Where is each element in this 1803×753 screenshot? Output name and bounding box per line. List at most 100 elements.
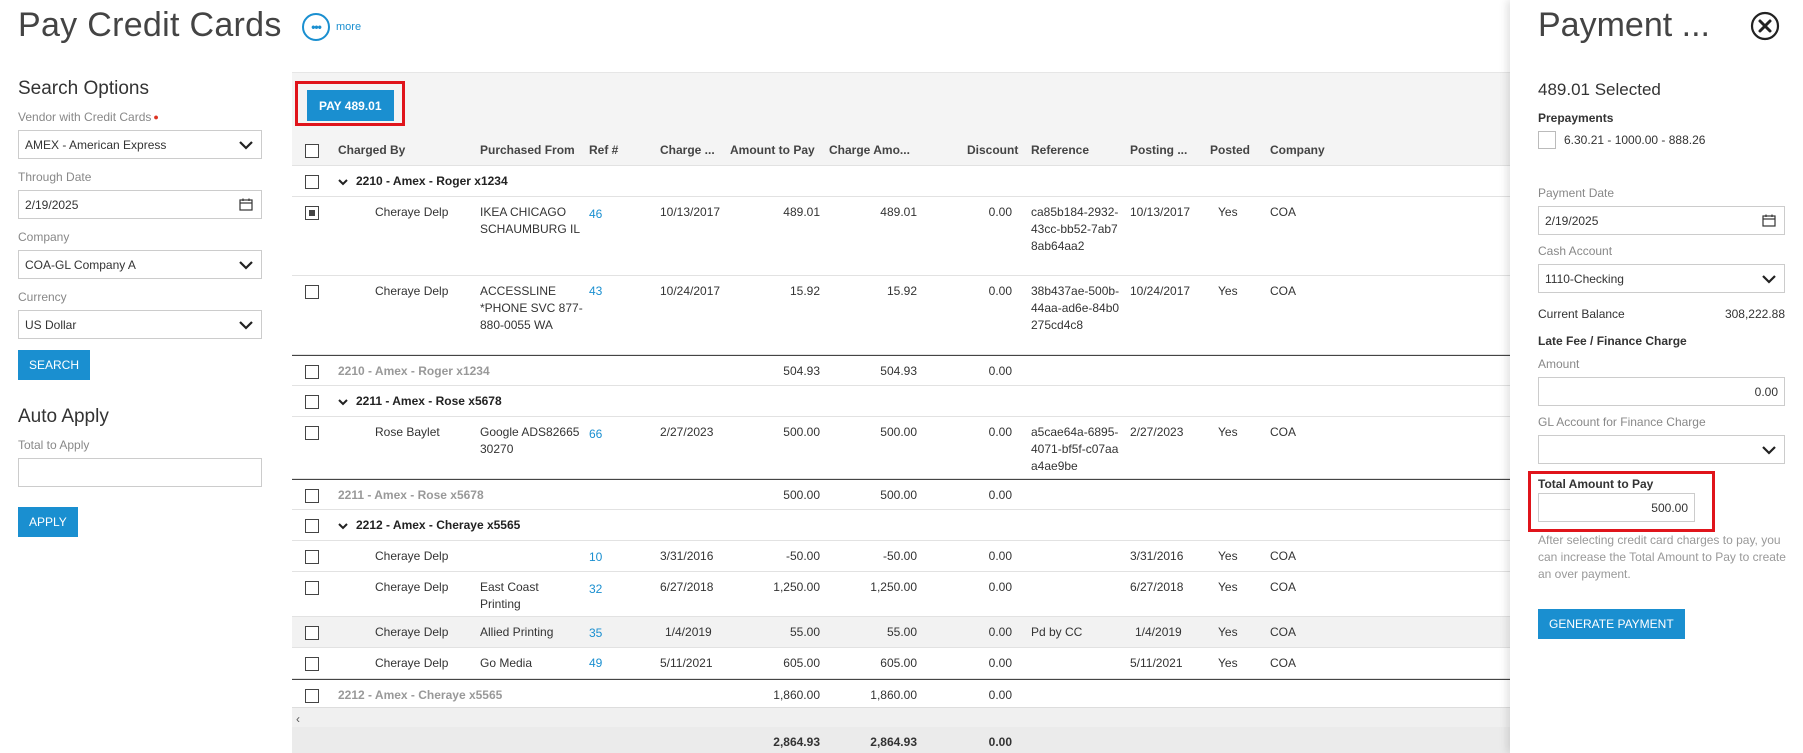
auto-apply-heading: Auto Apply (18, 406, 109, 427)
col-charge-date[interactable]: Charge ... (660, 143, 715, 157)
posted: Yes (1218, 580, 1238, 594)
total-amount-value: 500.00 (1651, 501, 1688, 515)
ref-link[interactable]: 49 (589, 656, 603, 670)
group-row[interactable]: 2212 - Amex - Cheraye x5565 (292, 510, 1510, 541)
ref-link[interactable]: 43 (589, 284, 603, 298)
close-icon[interactable] (1750, 11, 1780, 41)
subtotal-row[interactable]: 2210 - Amex - Roger x1234 504.93 504.93 … (292, 355, 1510, 386)
col-company[interactable]: Company (1270, 143, 1325, 157)
cash-account-select[interactable]: 1110-Checking (1538, 264, 1785, 293)
ref-link[interactable]: 66 (589, 427, 603, 441)
grid-header-row: Charged By Purchased From Ref # Charge .… (292, 135, 1510, 166)
group-row[interactable]: 2210 - Amex - Roger x1234 (292, 166, 1510, 197)
generate-payment-button[interactable]: GENERATE PAYMENT (1538, 609, 1685, 639)
subtotal-checkbox[interactable] (305, 365, 319, 379)
ref-link[interactable]: 10 (589, 550, 603, 564)
group-header[interactable]: 2210 - Amex - Roger x1234 (338, 173, 508, 190)
table-row[interactable]: Cheraye Delp ACCESSLINE *PHONE SVC 877-8… (292, 276, 1510, 355)
group-checkbox[interactable] (305, 175, 319, 189)
posted: Yes (1218, 284, 1238, 298)
company-select[interactable]: COA-GL Company A (18, 250, 262, 279)
table-row[interactable]: Cheraye Delp IKEA CHICAGO SCHAUMBURG IL … (292, 197, 1510, 276)
charge-date: 10/13/2017 (660, 205, 721, 219)
ref-link[interactable]: 35 (589, 626, 603, 640)
subtotal-label: 2211 - Amex - Rose x5678 (338, 488, 484, 502)
table-row[interactable]: Rose Baylet Google ADS8266530270 66 2/27… (292, 417, 1510, 479)
col-posted[interactable]: Posted (1210, 143, 1251, 157)
subtotal-discount: 0.00 (988, 488, 1012, 502)
table-row[interactable]: Cheraye Delp Go Media 49 5/11/2021 605.0… (292, 648, 1510, 679)
row-checkbox[interactable] (305, 426, 319, 440)
chevron-down-icon (338, 522, 348, 529)
calendar-icon[interactable] (239, 198, 253, 211)
select-all-checkbox[interactable] (305, 144, 319, 158)
charge-date: 2/27/2023 (660, 425, 714, 439)
horizontal-scrollbar[interactable]: ‹ (292, 707, 1510, 727)
pay-button[interactable]: PAY 489.01 (307, 90, 394, 121)
col-discount[interactable]: Discount (967, 143, 1019, 157)
discount: 0.00 (988, 425, 1012, 439)
search-options-panel: Search Options Vendor with Credit Cards ●… (18, 78, 262, 537)
amount-to-pay[interactable]: 605.00 (783, 656, 820, 670)
col-reference[interactable]: Reference (1031, 143, 1090, 157)
amount-to-pay[interactable]: 15.92 (789, 284, 820, 298)
row-checkbox[interactable] (305, 285, 319, 299)
prepayment-checkbox[interactable] (1538, 131, 1556, 149)
group-checkbox[interactable] (305, 395, 319, 409)
amount-to-pay[interactable]: 500.00 (783, 425, 820, 439)
row-checkbox[interactable] (305, 626, 319, 640)
table-row[interactable]: Cheraye Delp East Coast Printing 32 6/27… (292, 572, 1510, 617)
charge-amount: 55.00 (886, 625, 917, 639)
col-purchased-from[interactable]: Purchased From (480, 143, 575, 157)
col-charged-by[interactable]: Charged By (338, 143, 406, 157)
table-row[interactable]: Cheraye Delp 10 3/31/2016 -50.00 -50.00 … (292, 541, 1510, 572)
row-checkbox[interactable] (305, 657, 319, 671)
col-ref[interactable]: Ref # (589, 143, 619, 157)
subtotal-discount: 0.00 (988, 688, 1012, 702)
group-header[interactable]: 2211 - Amex - Rose x5678 (338, 393, 502, 410)
total-discount: 0.00 (988, 735, 1012, 749)
search-button[interactable]: SEARCH (18, 350, 91, 380)
amount-to-pay[interactable]: 489.01 (783, 205, 820, 219)
charge-amount: 605.00 (880, 656, 917, 670)
vendor-select[interactable]: AMEX - American Express (18, 130, 262, 159)
row-checkbox[interactable] (305, 550, 319, 564)
ref-link[interactable]: 32 (589, 582, 603, 596)
row-checkbox[interactable] (305, 206, 319, 220)
scroll-left-icon[interactable]: ‹ (296, 712, 300, 726)
apply-button[interactable]: APPLY (18, 507, 78, 537)
cash-account-label: Cash Account (1538, 244, 1613, 258)
posted: Yes (1218, 625, 1238, 639)
amount-to-pay[interactable]: 55.00 (789, 625, 820, 639)
subtotal-checkbox[interactable] (305, 489, 319, 503)
amount-to-pay[interactable]: -50.00 (785, 549, 820, 563)
total-amount-input[interactable]: 500.00 (1538, 493, 1695, 522)
finance-charge-amount-input[interactable]: 0.00 (1538, 377, 1785, 406)
payment-date-input[interactable]: 2/19/2025 (1538, 206, 1785, 235)
group-header[interactable]: 2212 - Amex - Cheraye x5565 (338, 517, 520, 534)
row-checkbox[interactable] (305, 581, 319, 595)
gl-account-select[interactable] (1538, 435, 1785, 464)
calendar-icon[interactable] (1762, 214, 1776, 227)
charges-grid: PAY 489.01 Charged By Purchased From Ref… (292, 72, 1510, 753)
col-posting-date[interactable]: Posting ... (1130, 143, 1188, 157)
subtotal-row[interactable]: 2211 - Amex - Rose x5678 500.00 500.00 0… (292, 479, 1510, 510)
group-row[interactable]: 2211 - Amex - Rose x5678 (292, 386, 1510, 417)
table-row[interactable]: Cheraye Delp Allied Printing 35 1/4/2019… (292, 617, 1510, 648)
charge-amount: -50.00 (882, 549, 917, 563)
through-date-input[interactable]: 2/19/2025 (18, 190, 262, 219)
subtotal-amount-to-pay: 500.00 (783, 488, 820, 502)
col-charge-amount[interactable]: Charge Amo... (829, 143, 910, 157)
amount-to-pay[interactable]: 1,250.00 (773, 580, 820, 594)
chevron-down-icon (1762, 446, 1776, 455)
total-to-apply-input[interactable] (18, 458, 262, 487)
currency-select[interactable]: US Dollar (18, 310, 262, 339)
charge-date: 10/24/2017 (660, 284, 721, 298)
ref-link[interactable]: 46 (589, 207, 603, 221)
more-button[interactable]: ••• more (302, 13, 361, 41)
subtotal-checkbox[interactable] (305, 689, 319, 703)
subtotal-row[interactable]: 2212 - Amex - Cheraye x5565 1,860.00 1,8… (292, 679, 1510, 708)
group-checkbox[interactable] (305, 519, 319, 533)
late-fee-heading: Late Fee / Finance Charge (1538, 334, 1687, 348)
col-amount-to-pay[interactable]: Amount to Pay (730, 143, 815, 157)
